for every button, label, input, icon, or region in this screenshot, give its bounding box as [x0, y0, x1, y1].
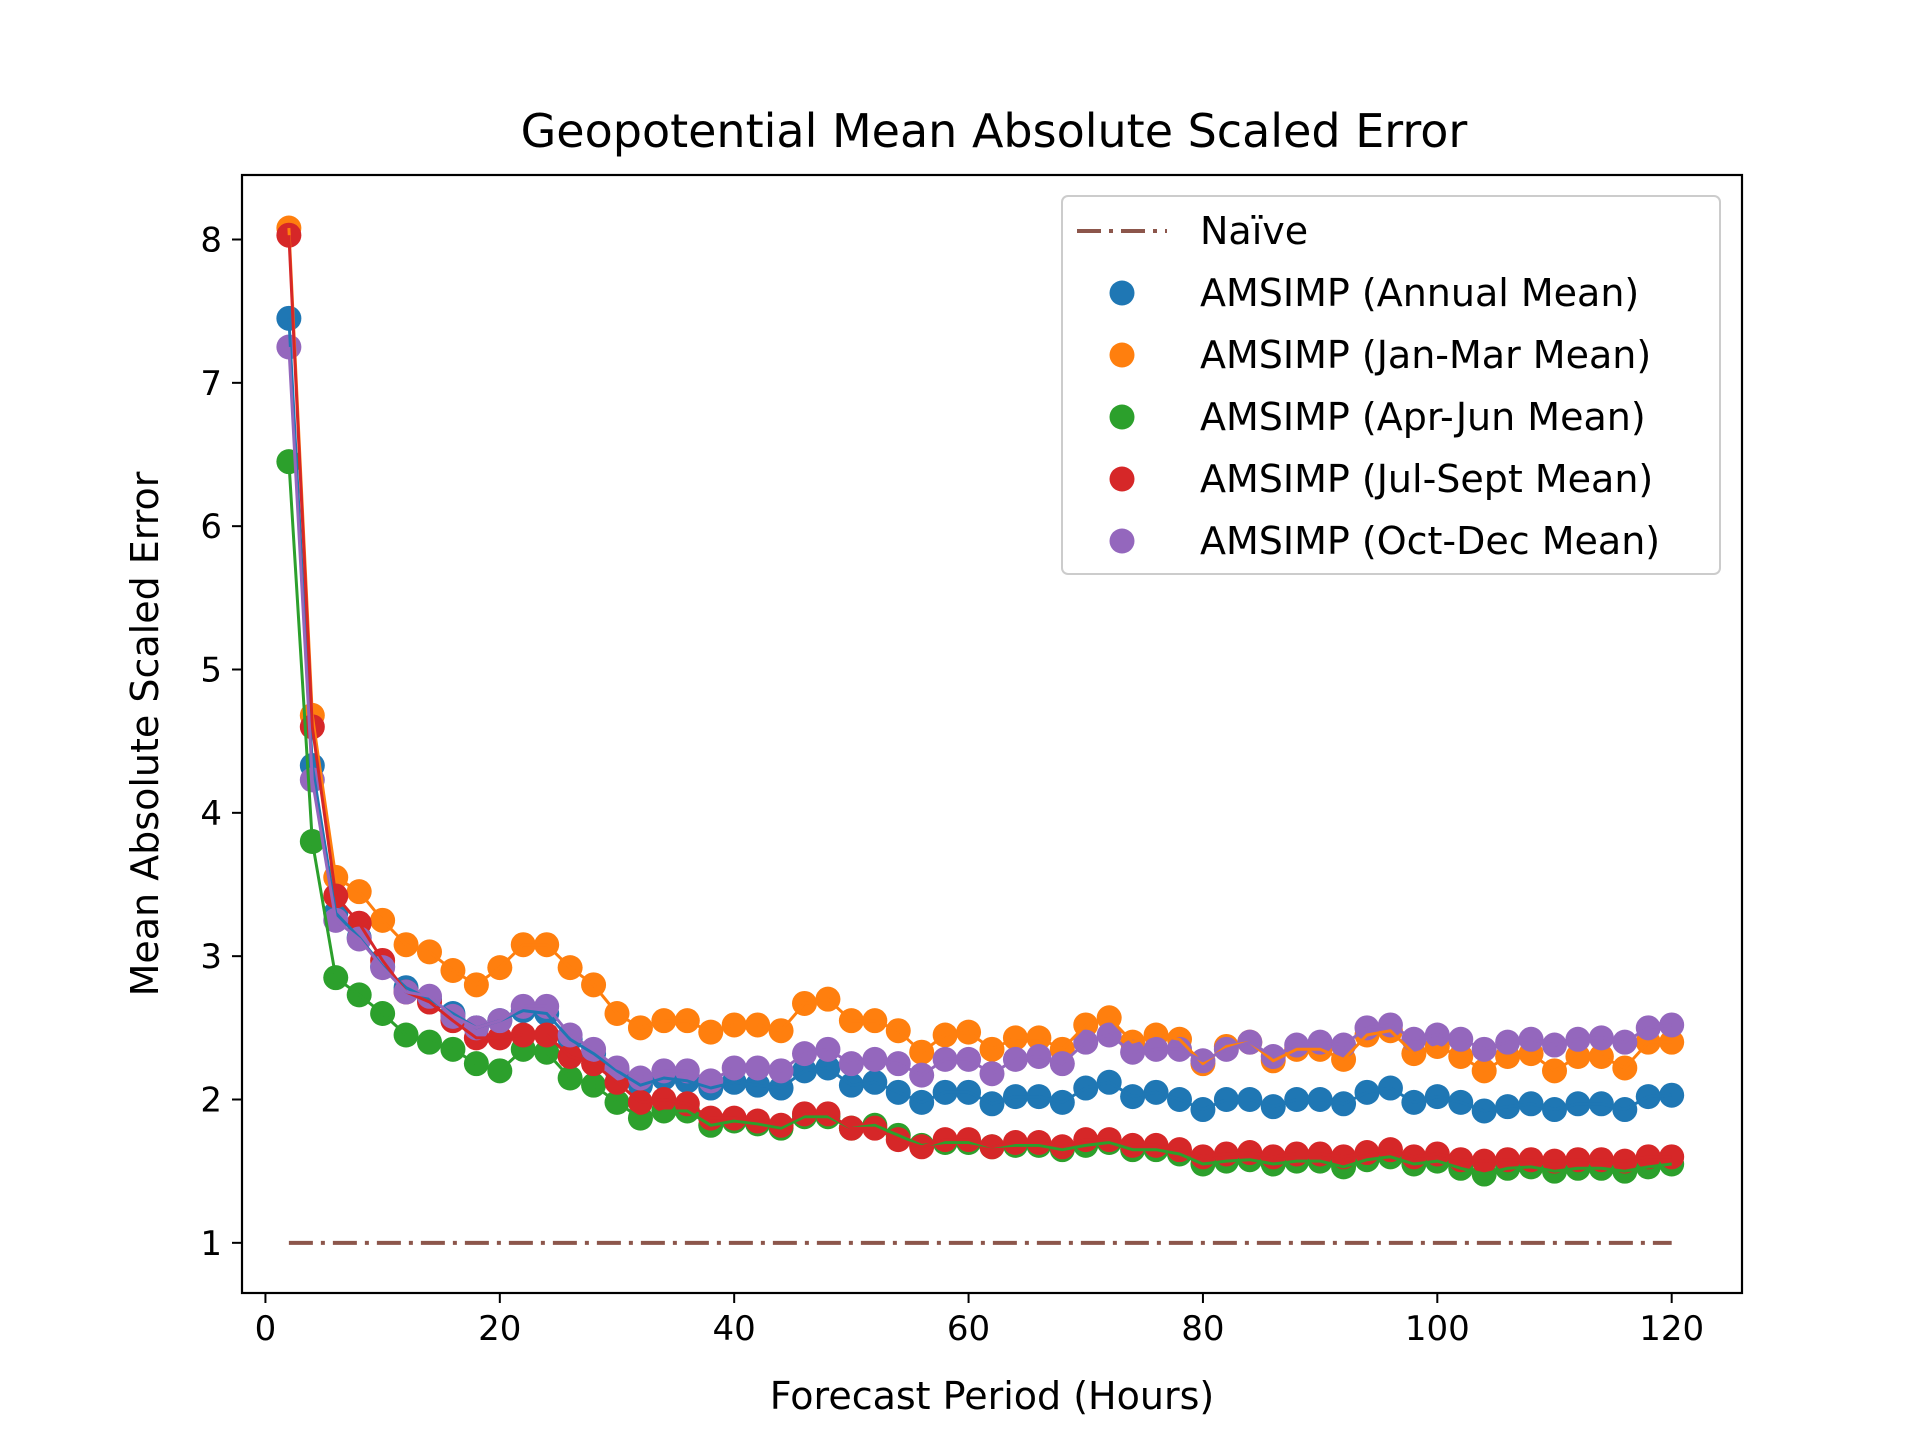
- y-tick-label: 5: [200, 651, 222, 691]
- x-tick-label: 40: [713, 1309, 756, 1349]
- y-tick-label: 4: [200, 794, 222, 834]
- legend-item: AMSIMP (Apr-Jun Mean): [1109, 395, 1646, 439]
- legend-item: AMSIMP (Oct-Dec Mean): [1109, 519, 1660, 563]
- series-line: [287, 318, 1672, 1113]
- series-line: [287, 235, 1672, 1163]
- legend-swatch: [1109, 466, 1135, 492]
- legend-box: [1061, 195, 1721, 575]
- legend-label: Naïve: [1200, 209, 1308, 253]
- axes-frame: [240, 173, 1744, 1295]
- x-axis: 0 20 40 60 80 100 120: [255, 1293, 1704, 1349]
- plot-area: [240, 173, 1744, 1295]
- series-line: [287, 346, 1672, 1083]
- y-tick-label: 1: [200, 1224, 222, 1264]
- x-tick-label: 120: [1639, 1309, 1704, 1349]
- legend-label: AMSIMP (Jul-Sept Mean): [1200, 457, 1653, 501]
- legend-swatch: [1109, 528, 1135, 554]
- legend-swatch: [1109, 342, 1135, 368]
- y-tick-label: 7: [200, 364, 222, 404]
- y-tick-label: 2: [200, 1081, 222, 1121]
- x-tick-label: 60: [947, 1309, 990, 1349]
- series-line: [287, 227, 1672, 1073]
- legend-item-naive: Naïve: [1077, 209, 1308, 253]
- y-tick-label: 8: [200, 221, 222, 261]
- legend-item: AMSIMP (Jan-Mar Mean): [1109, 333, 1651, 377]
- y-axis: 1 2 3 4 5 6 7 8: [200, 221, 242, 1264]
- legend-swatch: [1109, 280, 1135, 306]
- legend-item: AMSIMP (Annual Mean): [1109, 271, 1639, 315]
- x-tick-label: 20: [478, 1309, 521, 1349]
- x-tick-label: 0: [255, 1309, 277, 1349]
- legend-label: AMSIMP (Jan-Mar Mean): [1200, 333, 1651, 377]
- x-tick-label: 80: [1181, 1309, 1224, 1349]
- chart-title: Geopotential Mean Absolute Scaled Error: [521, 104, 1468, 158]
- legend-item: AMSIMP (Jul-Sept Mean): [1109, 457, 1653, 501]
- y-tick-label: 6: [200, 507, 222, 547]
- legend-label: AMSIMP (Apr-Jun Mean): [1200, 395, 1646, 439]
- y-axis-label: Mean Absolute Scaled Error: [123, 471, 167, 996]
- legend-label: AMSIMP (Annual Mean): [1200, 271, 1639, 315]
- x-axis-label: Forecast Period (Hours): [770, 1374, 1214, 1418]
- y-tick-label: 3: [200, 937, 222, 977]
- legend-label: AMSIMP (Oct-Dec Mean): [1200, 519, 1660, 563]
- legend: Naïve AMSIMP (Annual Mean) AMSIMP (Jan-Mar…: [1061, 195, 1721, 575]
- x-tick-label: 100: [1405, 1309, 1470, 1349]
- legend-swatch: [1109, 404, 1135, 430]
